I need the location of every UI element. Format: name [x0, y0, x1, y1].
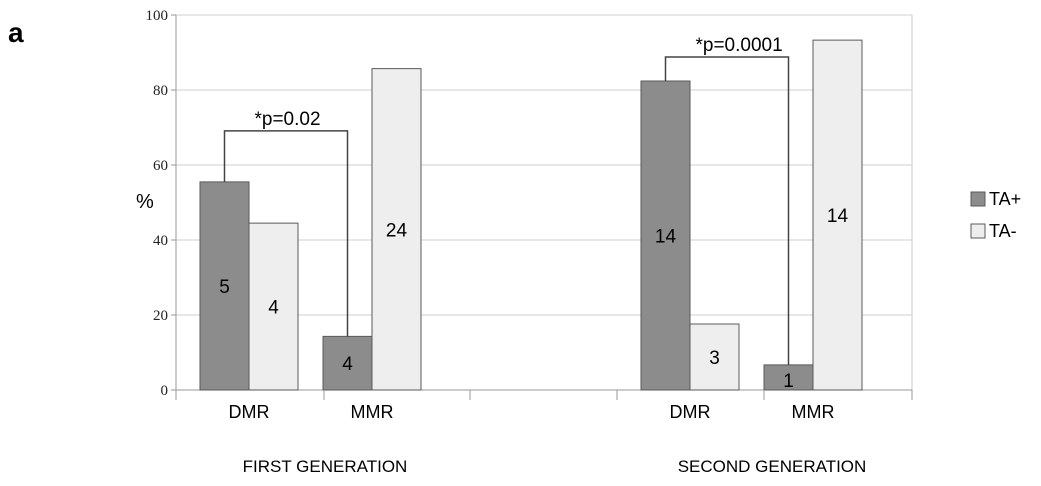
bar-count-label: 5 [219, 277, 230, 298]
category-labels: DMR MMR FIRST GENERATION DMR MMR SECOND GENER… [175, 390, 913, 476]
bar-count-label: 4 [342, 354, 353, 375]
bar-taplus [199, 181, 250, 391]
legend-label: TA- [989, 221, 1017, 241]
bar-taminus [812, 39, 863, 391]
legend-swatch [970, 191, 986, 207]
bar-taplus [322, 335, 373, 391]
bar-taminus [689, 323, 740, 391]
category-label: DMR [670, 402, 711, 422]
significance-bracket [664, 56, 790, 365]
y-tick-label: 20 [153, 308, 168, 324]
bar-count-label: 1 [783, 371, 794, 392]
bar-count-label: 4 [268, 298, 279, 319]
y-tick-label: 60 [153, 158, 168, 174]
y-tick-label: 40 [153, 233, 168, 249]
p-value-annotation: *p=0.02 [255, 109, 321, 130]
category-label: DMR [229, 402, 270, 422]
y-tick-label: 80 [153, 83, 168, 99]
legend-label: TA+ [989, 189, 1021, 209]
bar-taplus [640, 80, 691, 391]
y-tick-label: 100 [146, 8, 169, 24]
bar-taminus [248, 222, 299, 391]
legend-swatch [970, 223, 986, 239]
bar-count-label: 3 [709, 348, 720, 369]
bar-count-label: 14 [827, 206, 849, 227]
group-label: SECOND GENERATION [678, 457, 867, 476]
gridlines [176, 14, 912, 316]
y-axis-label: % [136, 191, 154, 213]
category-label: MMR [792, 402, 835, 422]
bars: 5 4 4 24 14 3 1 14 [199, 39, 863, 392]
y-tick-label: 0 [161, 383, 169, 399]
significance-bracket [223, 130, 349, 337]
bar-count-label: 24 [386, 220, 408, 241]
group-label: FIRST GENERATION [243, 457, 408, 476]
bar-taplus [763, 364, 814, 391]
category-label: MMR [351, 402, 394, 422]
panel-letter: a [8, 17, 24, 48]
bar-taminus [371, 68, 422, 391]
p-value-annotation: *p=0.0001 [696, 35, 783, 56]
significance-annotations: *p=0.02 *p=0.0001 [223, 35, 790, 365]
legend: TA+ TA- [970, 189, 1021, 241]
bar-count-label: 14 [655, 227, 677, 248]
